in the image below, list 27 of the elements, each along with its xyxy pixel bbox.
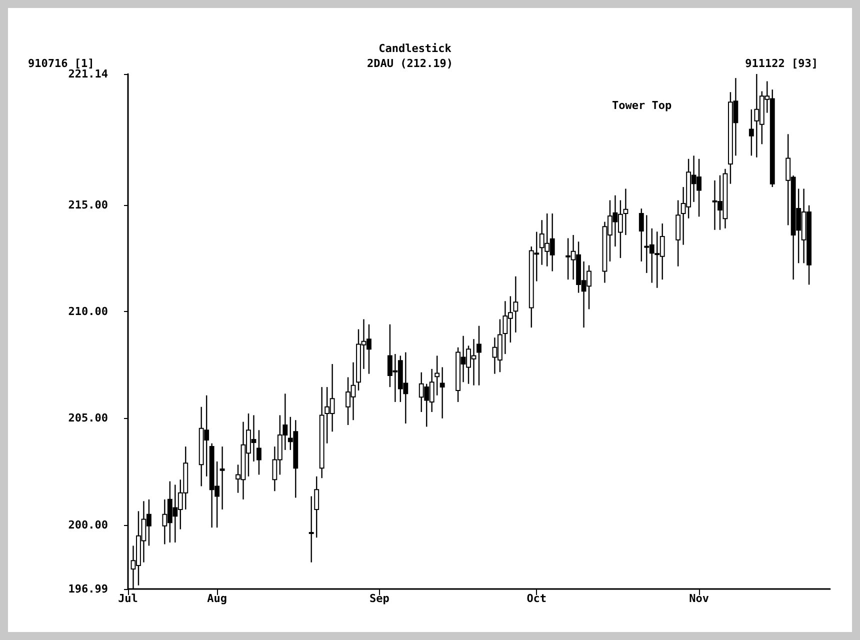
candlestick [476, 325, 482, 386]
candlestick [434, 355, 440, 396]
candlestick [314, 476, 320, 538]
x-tick-label: Aug [207, 592, 227, 605]
chart-title: Candlestick [378, 42, 452, 55]
text: 2DAU (212.19) [366, 57, 454, 70]
x-tick-label: Oct [526, 592, 547, 605]
y-tick-label: 221.14 [68, 68, 108, 80]
annotation: Tower Top [612, 99, 672, 112]
candlestick [513, 276, 518, 334]
y-tick-label: 196.99 [68, 582, 108, 596]
candlestick [220, 446, 225, 510]
candlestick [748, 108, 754, 156]
text: 911122 [93] [745, 57, 818, 70]
candlestick [623, 188, 628, 236]
candlestick [638, 208, 644, 262]
candlestick [256, 430, 262, 476]
y-tick-label: 210.00 [68, 305, 108, 318]
candlestick [440, 366, 445, 419]
candlestick [308, 496, 314, 563]
x-tick-label: Jul [118, 592, 138, 605]
y-tick-label: 215.00 [68, 198, 108, 212]
y-tick-label: 200.00 [68, 518, 108, 532]
x-tick-label: Sep [370, 592, 390, 605]
y-tick-label: 205.00 [68, 412, 108, 425]
x-tick-label: Nov [689, 592, 710, 605]
text: 910716 [1] [28, 57, 94, 70]
